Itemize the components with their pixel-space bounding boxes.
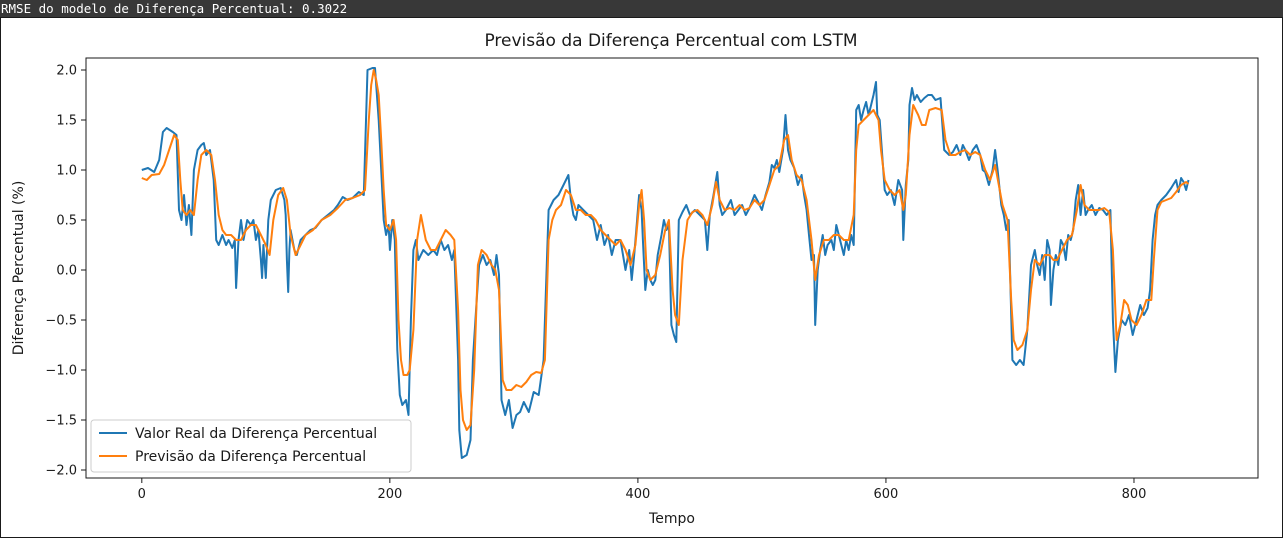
x-tick-label: 200 (377, 487, 402, 502)
y-tick-label: −1.0 (45, 364, 77, 379)
legend-frame (90, 419, 412, 473)
y-tick-label: −0.5 (45, 314, 77, 329)
y-tick-label: −1.5 (45, 414, 77, 429)
legend: Valor Real da Diferença Percentual Previ… (90, 419, 412, 473)
x-axis-label: Tempo (648, 511, 695, 527)
console-output: RMSE do modelo de Diferença Percentual: … (0, 0, 1283, 17)
y-tick-label: −2.0 (45, 464, 77, 479)
series-line-real (141, 67, 1190, 459)
plot-frame (85, 57, 1259, 479)
x-tick-label: 800 (1122, 487, 1147, 502)
line-chart: Previsão da Diferença Percentual com LST… (11, 31, 1259, 527)
y-tick-label: 1.0 (56, 164, 77, 179)
x-tick-label: 400 (625, 487, 650, 502)
x-tick-label: 600 (874, 487, 899, 502)
legend-label-pred: Previsão da Diferença Percentual (135, 449, 366, 465)
chart-figure: Previsão da Diferença Percentual com LST… (0, 17, 1283, 538)
y-tick-label: 2.0 (56, 64, 77, 79)
y-tick-label: 0.0 (56, 264, 77, 279)
legend-label-real: Valor Real da Diferença Percentual (135, 426, 377, 442)
y-axis-label: Diferença Percentual (%) (11, 181, 27, 356)
y-tick-label: 0.5 (56, 214, 77, 229)
y-tick-label: 1.5 (56, 114, 77, 129)
series-line-pred (141, 69, 1190, 431)
x-tick-label: 0 (138, 487, 146, 502)
chart-title: Previsão da Diferença Percentual com LST… (484, 31, 857, 51)
